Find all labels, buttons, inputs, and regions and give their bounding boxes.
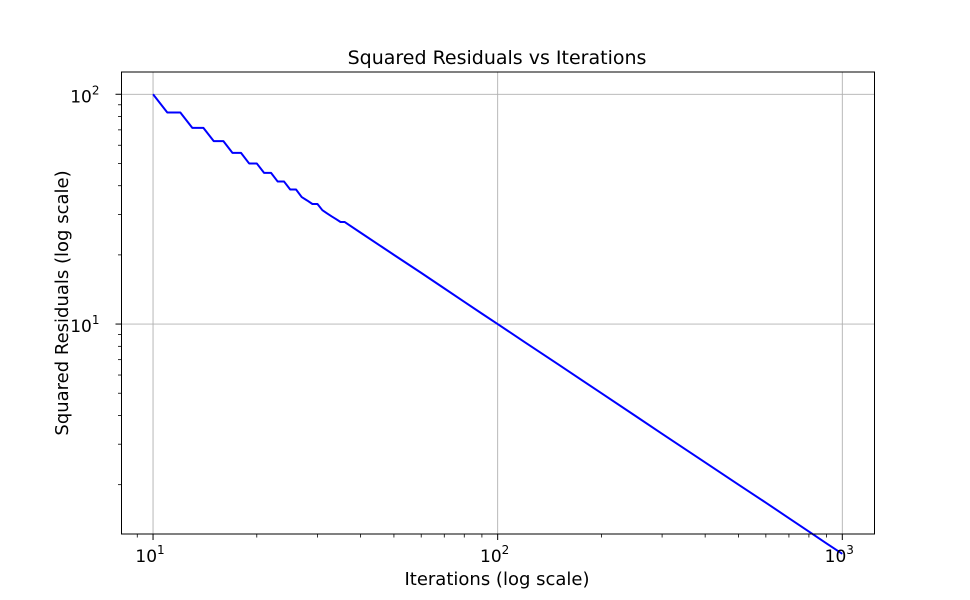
x-tick-label: 103 [825,543,854,567]
x-axis-label: Iterations (log scale) [404,569,589,590]
x-tick-label: 101 [135,543,164,567]
chart-title: Squared Residuals vs Iterations [348,47,647,69]
x-tick-label: 102 [480,543,509,567]
y-axis-label: Squared Residuals (log scale) [52,170,73,435]
series-line [152,93,843,555]
y-tick-label: 101 [70,313,99,337]
series-layer [152,93,843,555]
y-tick-label: 102 [70,83,99,107]
tick-marks [115,93,843,540]
